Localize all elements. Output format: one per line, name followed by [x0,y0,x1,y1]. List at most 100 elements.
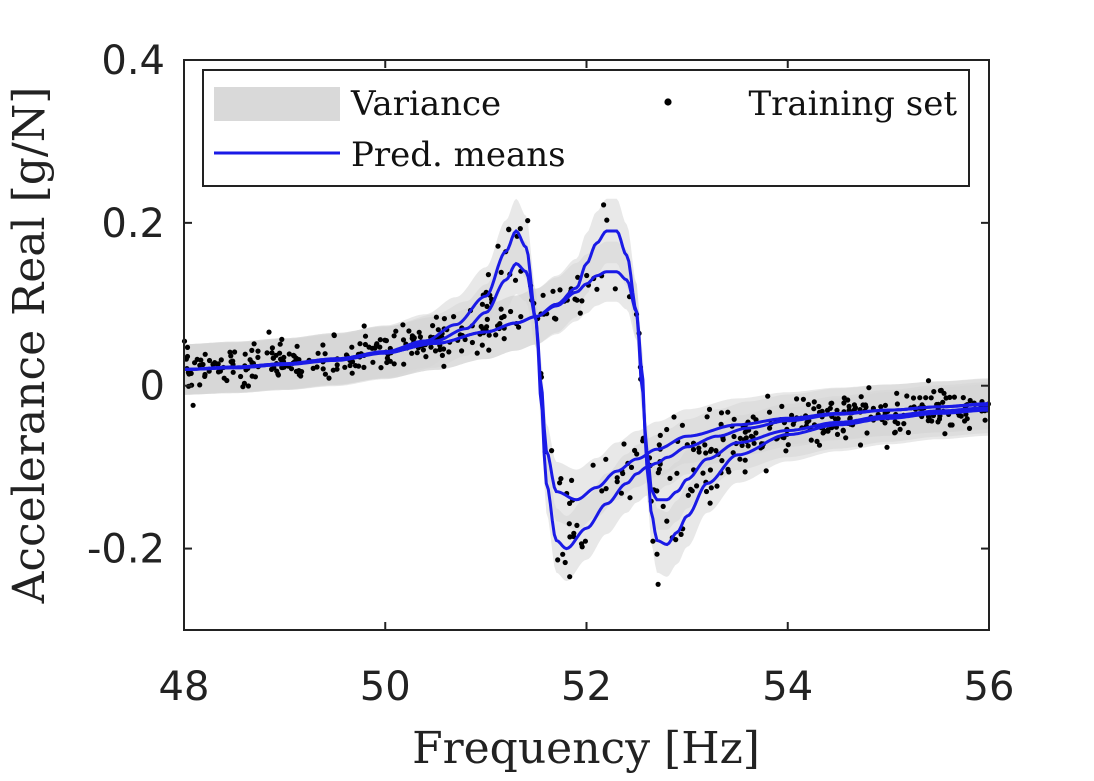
training-point [656,466,663,472]
training-point [184,344,191,350]
training-point [654,551,660,557]
training-point [614,475,620,481]
training-point [967,397,973,404]
training-point [846,403,852,409]
x-axis-label: Frequency [Hz] [412,723,760,774]
training-point [479,342,485,348]
training-point [943,395,949,401]
training-point [435,327,441,333]
training-point [433,314,439,320]
training-point [794,396,800,402]
training-point [656,442,662,448]
training-point [707,500,713,506]
training-point [451,314,457,320]
training-point [486,332,492,338]
training-point [822,428,828,434]
training-point [574,297,580,303]
training-point [264,350,270,356]
training-point [356,363,362,369]
training-point [960,395,966,401]
training-point [372,345,378,351]
training-point [557,480,563,486]
training-point [517,226,523,232]
training-point [730,450,736,456]
training-point [296,368,302,374]
training-point [703,450,709,456]
training-point [370,359,376,365]
training-point [982,417,988,423]
training-point [247,357,253,363]
training-point [255,348,261,354]
training-point [479,301,485,307]
training-point [362,341,368,348]
training-point [739,442,745,448]
training-point [725,466,731,472]
training-point [501,336,507,342]
training-point [409,350,415,356]
training-point [558,476,564,482]
training-point [334,362,340,368]
training-point [322,371,328,377]
training-point [718,410,725,416]
x-tick-label: 54 [762,664,813,710]
training-point [808,437,814,443]
training-point [569,477,575,483]
training-set-layer [181,202,992,587]
training-point [925,378,932,384]
training-point [441,316,447,322]
training-point [562,559,568,566]
training-point [708,485,714,491]
training-point [579,544,585,550]
training-point [737,456,743,462]
training-point [685,492,691,498]
training-point [926,415,932,421]
training-point [406,328,412,334]
training-point [660,503,666,509]
legend: Variance Training set Pred. means [202,69,970,187]
training-point [428,344,434,350]
training-point [557,287,563,293]
training-point [550,288,556,294]
training-point [840,428,846,434]
training-point [221,375,227,381]
training-point [525,218,531,224]
training-point [936,416,943,422]
training-point [320,366,326,372]
training-point [714,483,720,489]
training-point [603,486,609,492]
training-point [409,333,415,339]
training-point [391,361,397,367]
training-point [186,371,192,377]
training-point [892,430,898,436]
training-point [255,354,261,360]
training-point [765,393,771,399]
training-point [696,445,702,451]
training-point [824,407,831,413]
training-point [240,384,246,390]
training-point [206,357,213,364]
training-point [498,306,504,312]
training-point [694,483,700,489]
training-point [928,395,934,401]
training-point [706,406,713,412]
training-point [612,286,618,292]
training-point [441,363,447,369]
training-point [378,365,384,371]
training-point [882,420,888,426]
training-point [779,403,785,409]
training-point [805,401,812,408]
training-point [594,286,600,292]
training-point [497,321,503,327]
training-point [800,396,807,402]
training-point [910,395,917,401]
training-point [245,383,251,389]
training-point [767,425,773,431]
training-point [627,495,633,501]
training-point [667,475,673,481]
training-point [269,345,275,351]
training-point [678,531,684,538]
training-point [700,470,706,476]
training-point [751,440,757,446]
training-point [484,324,490,330]
training-point [553,316,559,322]
